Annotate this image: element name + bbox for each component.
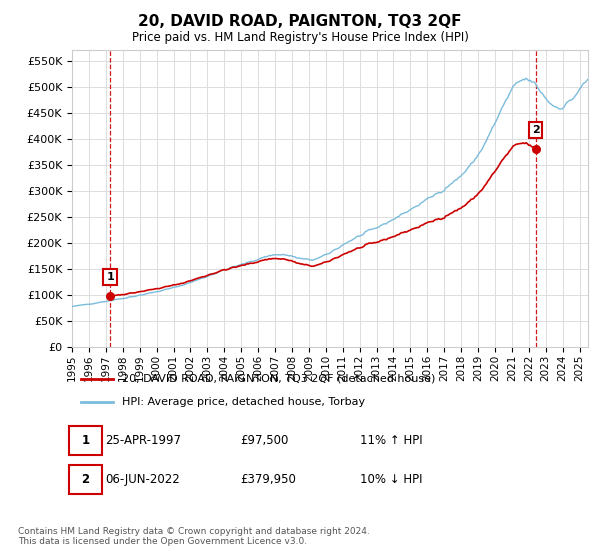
Text: 11% ↑ HPI: 11% ↑ HPI: [360, 433, 422, 447]
Text: £97,500: £97,500: [240, 433, 289, 447]
Text: 2: 2: [532, 125, 540, 135]
Text: 06-JUN-2022: 06-JUN-2022: [105, 473, 180, 486]
Text: 1: 1: [106, 272, 114, 282]
Text: Contains HM Land Registry data © Crown copyright and database right 2024.
This d: Contains HM Land Registry data © Crown c…: [18, 526, 370, 546]
Text: 20, DAVID ROAD, PAIGNTON, TQ3 2QF (detached house): 20, DAVID ROAD, PAIGNTON, TQ3 2QF (detac…: [121, 374, 435, 384]
Text: 20, DAVID ROAD, PAIGNTON, TQ3 2QF: 20, DAVID ROAD, PAIGNTON, TQ3 2QF: [138, 14, 462, 29]
Text: HPI: Average price, detached house, Torbay: HPI: Average price, detached house, Torb…: [121, 397, 365, 407]
Text: 25-APR-1997: 25-APR-1997: [105, 433, 181, 447]
Text: Price paid vs. HM Land Registry's House Price Index (HPI): Price paid vs. HM Land Registry's House …: [131, 31, 469, 44]
Text: £379,950: £379,950: [240, 473, 296, 486]
Text: 2: 2: [82, 473, 89, 486]
Text: 10% ↓ HPI: 10% ↓ HPI: [360, 473, 422, 486]
Text: 1: 1: [82, 433, 89, 447]
